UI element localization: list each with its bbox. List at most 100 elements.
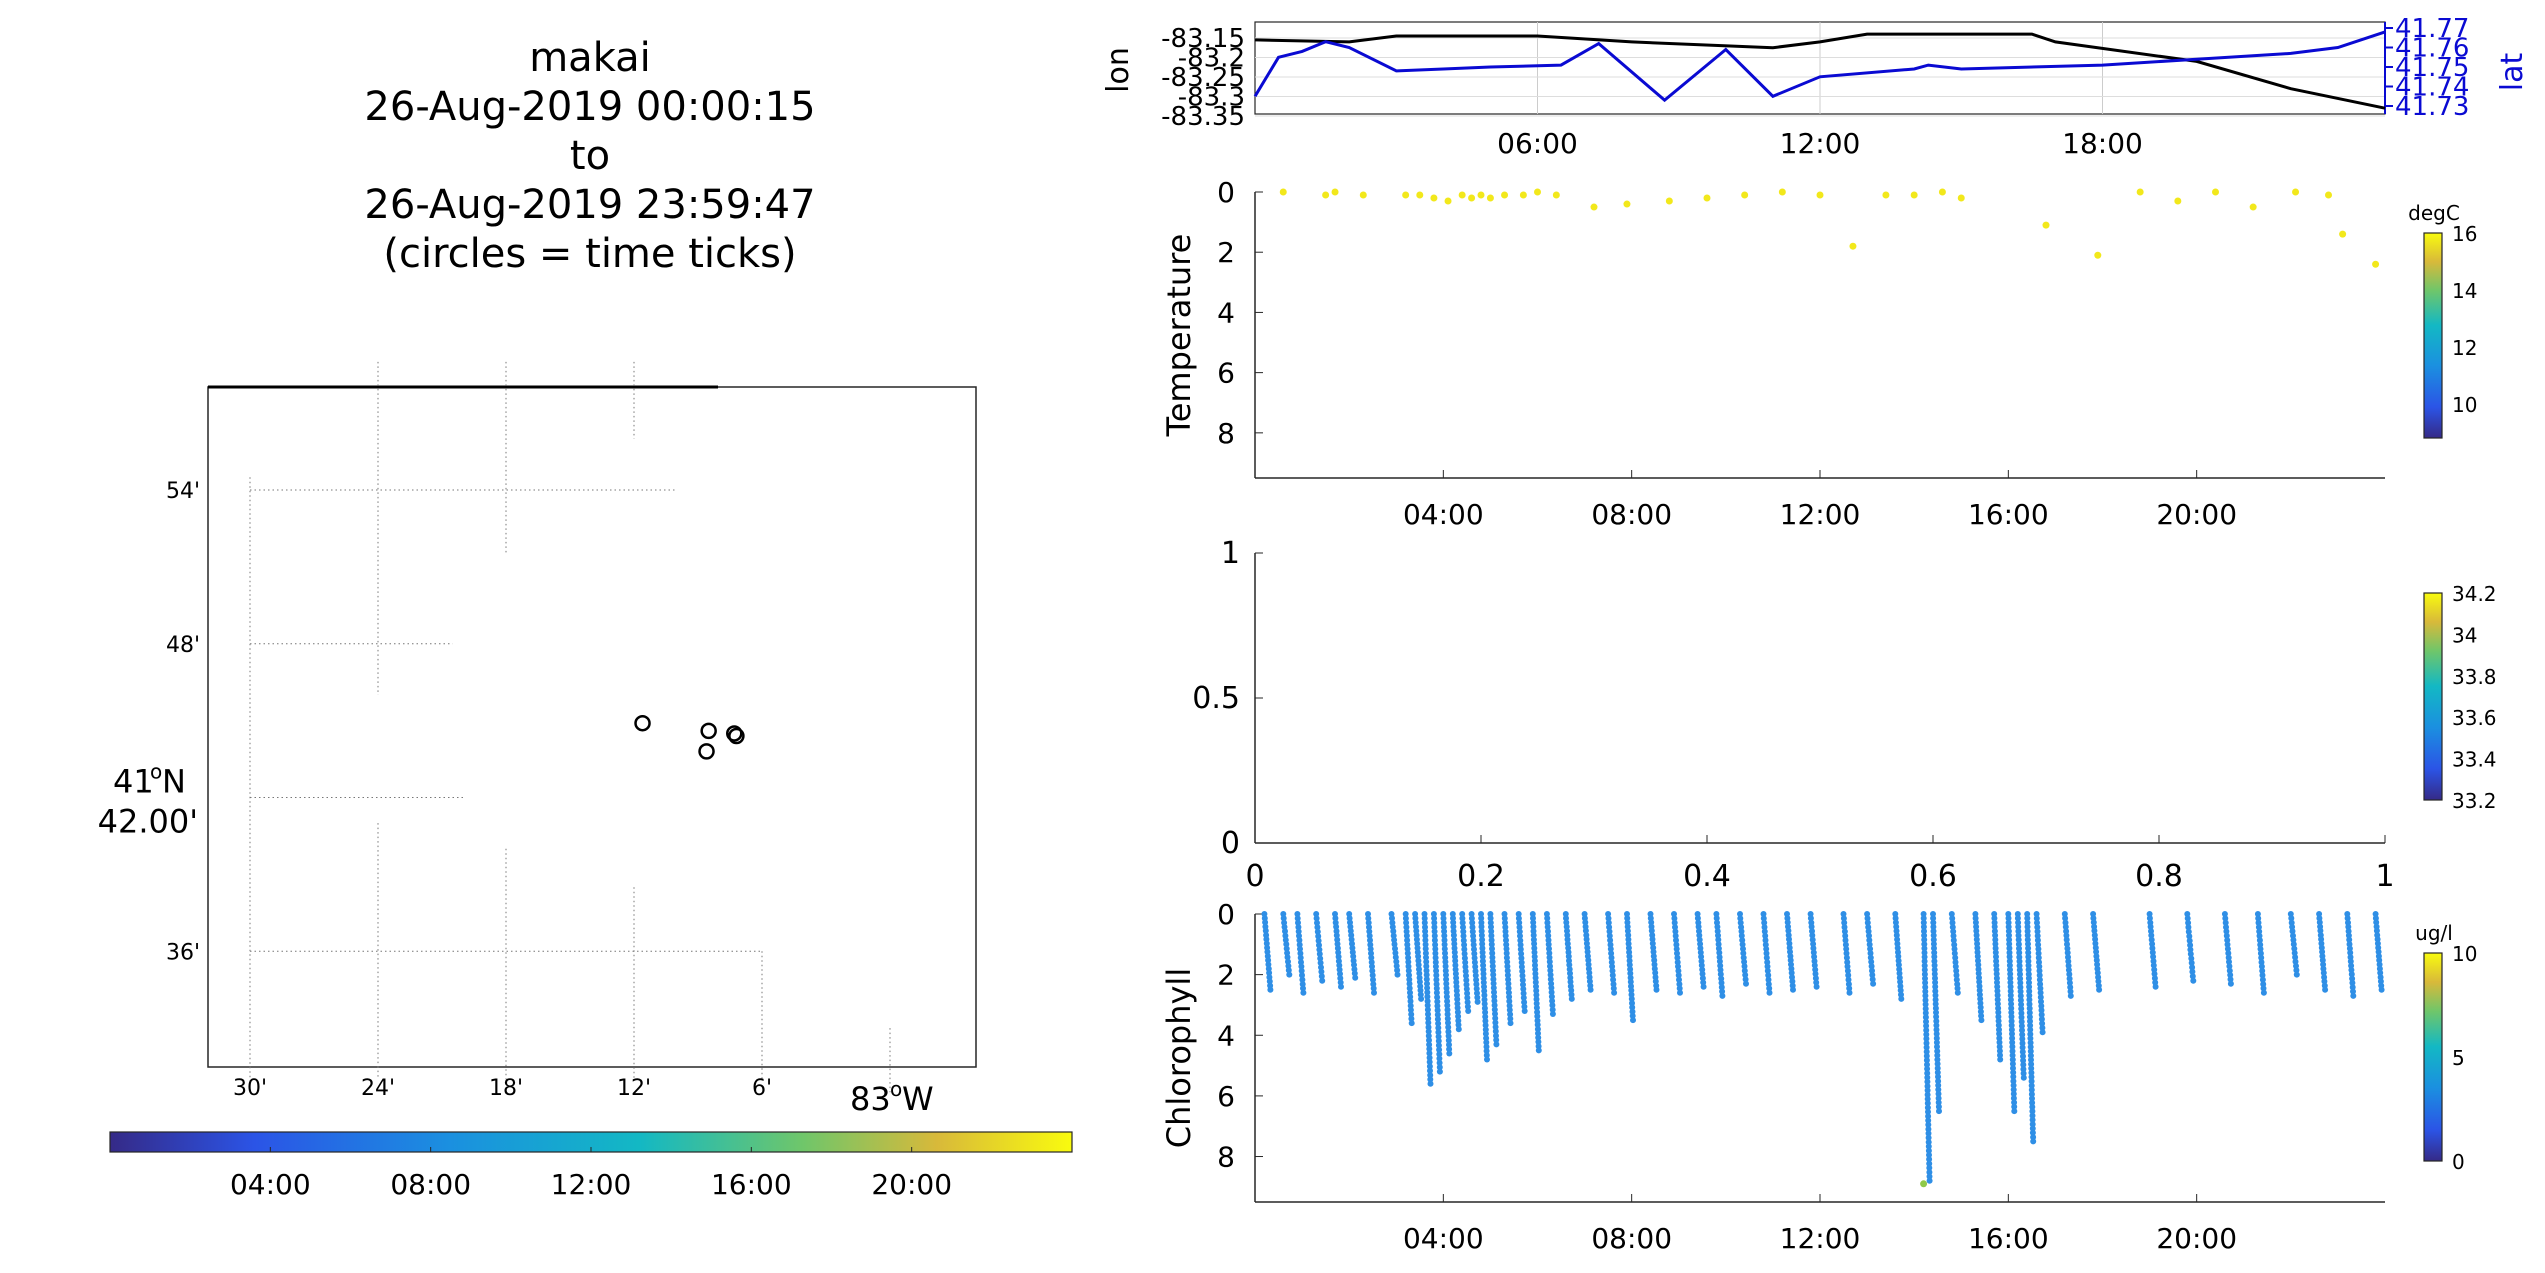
chlorophyll-point <box>1996 1048 2003 1054</box>
chlorophyll-point <box>2225 950 2232 957</box>
chlorophyll-point <box>2024 936 2031 943</box>
chlorophyll-point <box>1893 923 1900 930</box>
chlorophyll-x-tick-label: 16:00 <box>1968 1222 2049 1255</box>
chlorophyll-point <box>1923 1057 1930 1064</box>
chlorophyll-point <box>2347 949 2354 956</box>
chlorophyll-point <box>1811 958 1818 965</box>
chlorophyll-point <box>1297 946 1303 952</box>
chlorophyll-point <box>1402 915 1409 922</box>
chlorophyll-point <box>1423 971 1430 978</box>
chlorophyll-point <box>2024 919 2031 926</box>
chlorophyll-point <box>1506 1007 1513 1013</box>
chlorophyll-point <box>2350 988 2356 995</box>
chlorophyll-point <box>2020 1066 2027 1073</box>
chlorophyll-point <box>2344 915 2351 922</box>
chlorophyll-point <box>1994 996 2001 1003</box>
chlorophyll-point <box>1922 1005 1929 1012</box>
chlorophyll-point <box>2293 971 2300 978</box>
chlorophyll-point <box>1715 932 1721 939</box>
chlorophyll-point <box>2015 919 2022 926</box>
chlorophyll-point <box>1505 985 1512 992</box>
lonlat-x-tick-label: 12:00 <box>1780 127 1861 160</box>
chlorophyll-point <box>1920 911 1927 917</box>
chlorophyll-point <box>1296 941 1303 948</box>
chlorophyll-point <box>1933 1030 1940 1037</box>
temperature-point <box>1430 194 1438 202</box>
chlorophyll-point <box>1991 911 1998 917</box>
figure-title: makai 26-Aug-2019 00:00:15 to 26-Aug-201… <box>240 34 940 279</box>
chlorophyll-point <box>1404 950 1411 957</box>
lonlat-right-tick-label: 41.73 <box>2395 92 2469 122</box>
chlorophyll-point <box>1295 924 1302 931</box>
lonlat-right-y-label: lat <box>2495 53 2530 92</box>
chlorophyll-point <box>2005 928 2012 935</box>
chlorophyll-colorbar-tick-label: 10 <box>2452 942 2477 966</box>
chlorophyll-point <box>2317 927 2324 934</box>
chlorophyll-point <box>1763 950 1770 957</box>
chlorophyll-point <box>1365 911 1371 917</box>
chlorophyll-point <box>1393 963 1400 969</box>
track-time-circle <box>726 725 743 742</box>
chlorophyll-point <box>1351 961 1357 968</box>
chlorophyll-point <box>1515 915 1522 922</box>
chlorophyll-point <box>1455 1021 1462 1028</box>
chlorophyll-point <box>1406 985 1413 992</box>
chlorophyll-point <box>2010 1086 2017 1093</box>
chlorophyll-point <box>1952 959 1959 966</box>
chlorophyll-point <box>1298 967 1305 974</box>
chlorophyll-point <box>1479 945 1486 952</box>
chlorophyll-point <box>1953 976 1960 983</box>
chlorophyll-point <box>1413 932 1420 939</box>
chlorophyll-point <box>1866 932 1872 939</box>
chlorophyll-point <box>1368 950 1374 957</box>
chlorophyll-point <box>1518 955 1525 962</box>
chlorophyll-point <box>2034 937 2041 944</box>
chlorophyll-point <box>1923 1027 1930 1034</box>
chlorophyll-point <box>1994 992 2001 999</box>
chlorophyll-point <box>1487 911 1494 917</box>
chlorophyll-point <box>1933 1039 1940 1046</box>
chlorophyll-point <box>1738 928 1745 935</box>
chlorophyll-point <box>1718 975 1725 982</box>
temperature-point <box>1665 197 1673 205</box>
chlorophyll-point <box>1441 945 1448 952</box>
chlorophyll-point <box>1530 919 1537 926</box>
chlorophyll-point <box>1609 963 1616 970</box>
chlorophyll-point <box>2033 915 2040 922</box>
chlorophyll-point <box>2024 911 2031 917</box>
chlorophyll-point <box>1763 954 1770 961</box>
chlorophyll-point <box>1930 911 1936 917</box>
chlorophyll-point <box>2291 950 2298 956</box>
lonlat-right-tick-label: 41.77 <box>2395 14 2469 44</box>
chlorophyll-point <box>1460 924 1466 931</box>
chlorophyll-point <box>1433 972 1440 979</box>
chlorophyll-point <box>1713 911 1720 917</box>
chlorophyll-point <box>2010 1073 2017 1080</box>
chlorophyll-point <box>1317 959 1324 966</box>
chlorophyll-point <box>2039 1029 2046 1036</box>
chlorophyll-point <box>1431 928 1438 935</box>
chlorophyll-point <box>1454 1009 1461 1016</box>
chlorophyll-point <box>1605 915 1612 922</box>
chlorophyll-point <box>1713 915 1720 922</box>
chlorophyll-point <box>1482 1013 1489 1020</box>
chlorophyll-point <box>2026 996 2033 1003</box>
chlorophyll-point <box>1393 958 1400 965</box>
temperature-y-tick-label: 6 <box>1217 357 1235 390</box>
chlorophyll-point <box>2027 1018 2033 1025</box>
chlorophyll-point <box>1299 981 1306 988</box>
chlorophyll-point <box>1973 932 1980 939</box>
chlorophyll-point <box>2026 992 2033 999</box>
lonlat-y-tick-label: -83.2 <box>1178 44 1245 74</box>
map-lon-tick-label: 12' <box>617 1076 651 1101</box>
chlorophyll-point <box>2035 941 2042 948</box>
chlorophyll-point <box>1416 970 1423 977</box>
temperature-point <box>2136 188 2144 196</box>
chlorophyll-point <box>1519 977 1526 984</box>
chlorophyll-point <box>1487 915 1494 922</box>
chlorophyll-point <box>1841 928 1848 935</box>
chlorophyll-point <box>1810 945 1817 952</box>
chlorophyll-point <box>2029 1112 2036 1119</box>
chlorophyll-point <box>1930 919 1937 926</box>
chlorophyll-point <box>1630 1017 1636 1024</box>
